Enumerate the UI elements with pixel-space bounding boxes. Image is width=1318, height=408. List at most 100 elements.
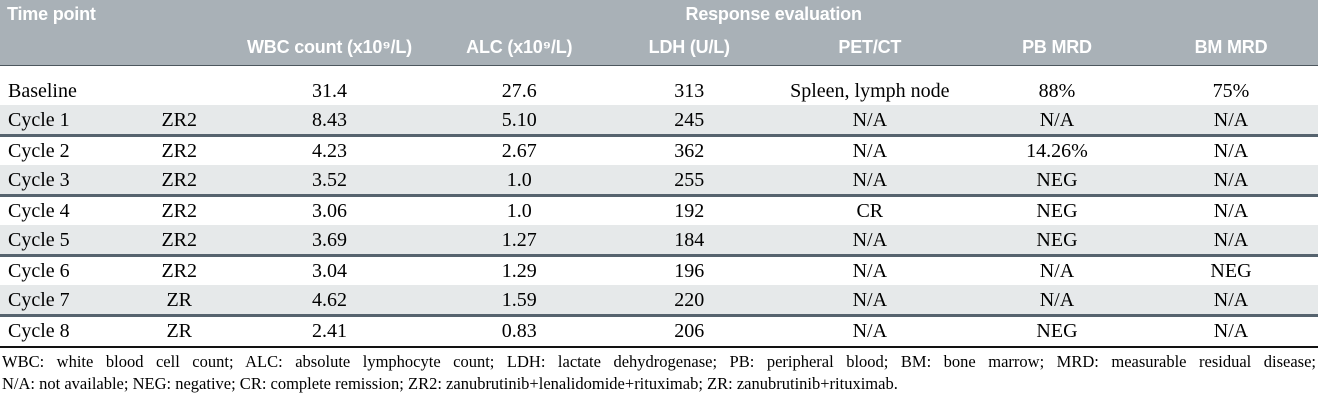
cell-ldh: 313 — [674, 80, 705, 102]
cell-pet-ct: CR — [856, 200, 884, 222]
col-header-bm-mrd: BM MRD — [1143, 27, 1318, 65]
header-row-columns: WBC count (x10⁹/L) ALC (x10⁹/L) LDH (U/L… — [0, 27, 1318, 65]
cell-ldh: 192 — [674, 200, 705, 222]
cell-wbc: 31.4 — [311, 80, 347, 102]
cell-bm-mrd: N/A — [1213, 108, 1249, 131]
cell-pet-ct: N/A — [852, 140, 888, 162]
cell-pb-mrd: NEG — [1036, 200, 1078, 222]
cell-alc: 2.67 — [501, 140, 537, 162]
cell-alc: 1.59 — [501, 288, 537, 311]
cell-ldh: 220 — [674, 288, 705, 311]
cell-wbc: 4.62 — [311, 288, 347, 311]
table-row: Cycle 4 ZR2 3.06 1.0 192 CR NEG N/A — [0, 195, 1318, 225]
cell-bm-mrd: N/A — [1213, 200, 1249, 222]
cell-pb-mrd: NEG — [1036, 228, 1078, 251]
cell-alc: 27.6 — [501, 80, 537, 102]
cell-pet-ct: N/A — [852, 260, 888, 282]
cell-wbc: 3.06 — [311, 200, 347, 222]
cell-bm-mrd: N/A — [1213, 168, 1249, 191]
cell-bm-mrd: N/A — [1213, 228, 1249, 251]
cell-wbc: 3.04 — [311, 260, 347, 282]
cell-bm-mrd: N/A — [1213, 320, 1249, 342]
cell-wbc: 4.23 — [311, 140, 347, 162]
cell-regimen: ZR2 — [161, 168, 198, 191]
cell-time-point: Cycle 7 — [8, 288, 70, 311]
table-row: Cycle 6 ZR2 3.04 1.29 196 N/A N/A NEG — [0, 255, 1318, 285]
cell-ldh: 184 — [674, 228, 705, 251]
cell-time-point: Cycle 3 — [8, 168, 70, 191]
table-row: Cycle 5 ZR2 3.69 1.27 184 N/A NEG N/A — [0, 225, 1318, 255]
footnote-line-2: N/A: not available; NEG: negative; CR: c… — [2, 373, 898, 393]
cell-pet-ct: Spleen, lymph node — [790, 80, 950, 102]
cell-wbc: 3.52 — [311, 168, 347, 191]
cell-bm-mrd: 75% — [1212, 80, 1250, 102]
cell-pet-ct: N/A — [852, 108, 888, 131]
cell-alc: 1.0 — [506, 168, 532, 191]
cell-time-point: Cycle 5 — [8, 228, 70, 251]
cell-alc: 1.0 — [506, 200, 532, 222]
table-footnote: WBC: white blood cell count; ALC: absolu… — [0, 346, 1318, 397]
cell-time-point: Cycle 2 — [8, 140, 70, 162]
table-row: Cycle 2 ZR2 4.23 2.67 362 N/A 14.26% N/A — [0, 135, 1318, 165]
cell-alc: 5.10 — [501, 108, 537, 131]
cell-wbc: 3.69 — [311, 228, 347, 251]
table-row: Cycle 3 ZR2 3.52 1.0 255 N/A NEG N/A — [0, 165, 1318, 195]
data-table: Time point Response evaluation WBC count… — [0, 0, 1318, 345]
cell-bm-mrd: N/A — [1213, 140, 1249, 162]
cell-pb-mrd: 88% — [1038, 80, 1076, 102]
cell-regimen: ZR2 — [161, 228, 198, 251]
cell-pet-ct: N/A — [852, 228, 888, 251]
cell-pb-mrd: N/A — [1039, 108, 1075, 131]
cell-pb-mrd: NEG — [1036, 320, 1078, 342]
col-header-pb-mrd: PB MRD — [969, 27, 1144, 65]
cell-alc: 0.83 — [501, 320, 537, 342]
cell-time-point: Baseline — [8, 80, 77, 102]
cell-pb-mrd: 14.26% — [1026, 140, 1088, 162]
table-row: Cycle 1 ZR2 8.43 5.10 245 N/A N/A N/A — [0, 105, 1318, 135]
cell-ldh: 206 — [674, 320, 705, 342]
cell-regimen — [129, 65, 229, 105]
cell-regimen: ZR2 — [161, 108, 198, 131]
table-header: Time point Response evaluation WBC count… — [0, 0, 1318, 65]
cell-bm-mrd: N/A — [1213, 288, 1249, 311]
cell-alc: 1.27 — [501, 228, 537, 251]
table-row: Cycle 7 ZR 4.62 1.59 220 N/A N/A N/A — [0, 285, 1318, 315]
table-body: Baseline 31.4 27.6 313 Spleen, lymph node 88%… — [0, 65, 1318, 345]
cell-pb-mrd: NEG — [1036, 168, 1078, 191]
table-row: Cycle 8 ZR 2.41 0.83 206 N/A NEG N/A — [0, 315, 1318, 345]
cell-regimen: ZR2 — [161, 200, 198, 222]
cell-pet-ct: N/A — [852, 168, 888, 191]
cell-time-point: Cycle 1 — [8, 108, 70, 131]
cell-pb-mrd: N/A — [1039, 260, 1075, 282]
cell-time-point: Cycle 4 — [8, 200, 70, 222]
col-header-time-point: Time point — [0, 0, 230, 27]
cell-bm-mrd: NEG — [1210, 260, 1252, 282]
cell-wbc: 2.41 — [311, 320, 347, 342]
col-header-alc: ALC (x10⁹/L) — [429, 27, 609, 65]
col-header-ldh: LDH (U/L) — [608, 27, 770, 65]
col-header-pet-ct: PET/CT — [769, 27, 970, 65]
table-row: Baseline 31.4 27.6 313 Spleen, lymph node 88%… — [0, 65, 1318, 105]
cell-pet-ct: N/A — [852, 320, 888, 342]
col-header-wbc: WBC count (x10⁹/L) — [229, 27, 430, 65]
cell-ldh: 255 — [674, 168, 705, 191]
cell-ldh: 245 — [674, 108, 705, 131]
footnote-line-1: WBC: white blood cell count; ALC: absolu… — [2, 352, 1316, 371]
col-header-empty-2 — [129, 27, 230, 65]
header-row-groups: Time point Response evaluation — [0, 0, 1318, 27]
cell-pb-mrd: N/A — [1039, 288, 1075, 311]
cell-ldh: 196 — [674, 260, 705, 282]
cell-wbc: 8.43 — [311, 108, 347, 131]
cell-ldh: 362 — [674, 140, 705, 162]
cell-regimen: ZR2 — [161, 140, 198, 162]
cell-regimen: ZR — [166, 320, 193, 342]
cell-regimen: ZR — [166, 288, 193, 311]
cell-regimen: ZR2 — [161, 260, 198, 282]
col-header-empty-1 — [0, 27, 130, 65]
col-header-response-evaluation: Response evaluation — [229, 0, 1318, 27]
cell-time-point: Cycle 8 — [8, 320, 70, 342]
cell-time-point: Cycle 6 — [8, 260, 70, 282]
cell-alc: 1.29 — [501, 260, 537, 282]
cell-pet-ct: N/A — [852, 288, 888, 311]
